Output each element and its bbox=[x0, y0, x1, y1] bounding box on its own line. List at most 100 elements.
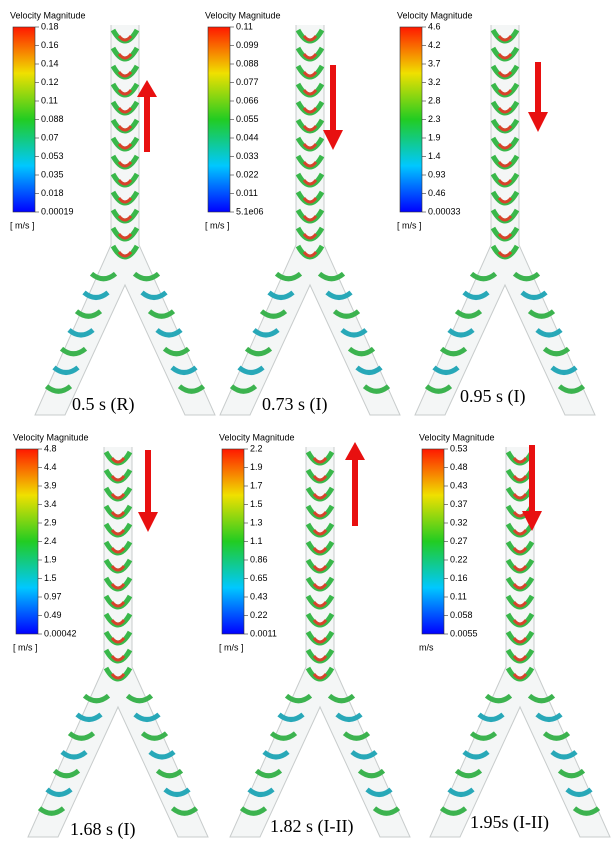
colorbar bbox=[422, 449, 444, 634]
colorbar-label: 0.16 bbox=[41, 40, 59, 50]
colorbar-label: 0.22 bbox=[250, 610, 268, 620]
arrow-up bbox=[137, 80, 157, 152]
colorbar-label: 0.07 bbox=[41, 132, 59, 142]
colorbar-label: 0.27 bbox=[450, 536, 468, 546]
colorbar-label: 2.9 bbox=[44, 517, 57, 527]
colorbar-label: 2.8 bbox=[428, 95, 441, 105]
colorbar-label: 0.43 bbox=[450, 480, 468, 490]
colorbar-label: 0.00042 bbox=[44, 628, 77, 638]
colorbar bbox=[13, 27, 35, 212]
arrow-down bbox=[528, 62, 548, 132]
panel: Velocity Magnitude4.64.23.73.22.82.31.91… bbox=[397, 10, 595, 415]
colorbar-label: 0.044 bbox=[236, 132, 259, 142]
colorbar-title: Velocity Magnitude bbox=[10, 10, 86, 20]
colorbar-label: 4.6 bbox=[428, 21, 441, 31]
time-label: 1.68 s (I) bbox=[70, 819, 136, 840]
colorbar-label: 1.3 bbox=[250, 517, 263, 527]
colorbar-label: 0.32 bbox=[450, 517, 468, 527]
colorbar-label: 0.058 bbox=[450, 610, 473, 620]
colorbar-unit: [ m/s ] bbox=[13, 642, 38, 652]
colorbar-label: 0.088 bbox=[41, 114, 64, 124]
colorbar-label: 1.4 bbox=[428, 151, 441, 161]
colorbar-label: 0.077 bbox=[236, 77, 259, 87]
colorbar-label: 0.066 bbox=[236, 95, 259, 105]
colorbar-label: 0.022 bbox=[236, 169, 259, 179]
colorbar-label: 2.4 bbox=[44, 536, 57, 546]
colorbar-label: 0.18 bbox=[41, 21, 59, 31]
panel: Velocity Magnitude0.53 0.48 0.43 0.37 0.32 0.… bbox=[419, 432, 610, 837]
arrow-down bbox=[323, 65, 343, 150]
colorbar-label: 3.4 bbox=[44, 499, 57, 509]
colorbar-label: 0.86 bbox=[250, 554, 268, 564]
vessel bbox=[35, 25, 215, 415]
colorbar-label: 1.5 bbox=[250, 499, 263, 509]
time-label: 1.95s (I-II) bbox=[470, 812, 549, 833]
colorbar-label: 3.2 bbox=[428, 77, 441, 87]
colorbar-label: 0.088 bbox=[236, 58, 259, 68]
colorbar-label: 4.2 bbox=[428, 40, 441, 50]
colorbar-title: Velocity Magnitude bbox=[205, 10, 281, 20]
colorbar-label: 1.1 bbox=[250, 536, 263, 546]
panel: Velocity Magnitude0.11 0.099 0.088 0.077 0.0… bbox=[205, 10, 400, 415]
figure: Velocity Magnitude0.180.160.140.120.110.… bbox=[0, 0, 611, 845]
colorbar-label: 4.8 bbox=[44, 443, 57, 453]
colorbar-label: 0.11 bbox=[236, 21, 253, 31]
colorbar-label: 0.033 bbox=[236, 151, 259, 161]
panel: Velocity Magnitude2.21.91.71.51.31.10.86… bbox=[219, 432, 410, 837]
colorbar-label: 3.7 bbox=[428, 58, 441, 68]
colorbar-label: 1.7 bbox=[250, 480, 263, 490]
colorbar-label: 1.5 bbox=[44, 573, 57, 583]
colorbar-label: 0.37 bbox=[450, 499, 468, 509]
colorbar-label: 0.053 bbox=[41, 151, 64, 161]
colorbar-label: 0.93 bbox=[428, 169, 446, 179]
colorbar-title: Velocity Magnitude bbox=[219, 432, 295, 442]
colorbar-unit: [ m/s ] bbox=[397, 220, 422, 230]
colorbar-label: 0.055 bbox=[236, 114, 259, 124]
colorbar bbox=[208, 27, 230, 212]
colorbar bbox=[16, 449, 38, 634]
vessel bbox=[415, 25, 595, 415]
colorbar-label: 5.1e06 bbox=[236, 206, 264, 216]
colorbar-label: 0.00033 bbox=[428, 206, 461, 216]
colorbar-label: 2.3 bbox=[428, 114, 441, 124]
colorbar-unit: [ m/s ] bbox=[10, 220, 35, 230]
colorbar-unit: [ m/s ] bbox=[205, 220, 230, 230]
colorbar bbox=[400, 27, 422, 212]
colorbar-label: 0.22 bbox=[450, 554, 468, 564]
colorbar-label: 0.65 bbox=[250, 573, 268, 583]
colorbar-label: 0.018 bbox=[41, 188, 64, 198]
colorbar-label: 0.16 bbox=[450, 573, 468, 583]
colorbar-label: 0.11 bbox=[450, 591, 467, 601]
colorbar-label: 0.46 bbox=[428, 188, 446, 198]
colorbar-title: Velocity Magnitude bbox=[419, 432, 495, 442]
panel: Velocity Magnitude4.8 4.4 3.9 3.4 2.9 2.4 1.9 1… bbox=[13, 432, 208, 840]
colorbar-label: 4.4 bbox=[44, 462, 57, 472]
colorbar-label: 0.49 bbox=[44, 610, 62, 620]
arrow-down bbox=[138, 450, 158, 532]
colorbar-label: 1.9 bbox=[428, 132, 441, 142]
colorbar-label: 0.011 bbox=[236, 188, 258, 198]
time-label: 0.73 s (I) bbox=[262, 394, 328, 415]
colorbar-label: 3.9 bbox=[44, 480, 57, 490]
colorbar-label: 0.099 bbox=[236, 40, 259, 50]
time-label: 0.95 s (I) bbox=[460, 386, 526, 407]
colorbar-label: 2.2 bbox=[250, 443, 263, 453]
colorbar-label: 0.0055 bbox=[450, 628, 478, 638]
colorbar-label: 0.00019 bbox=[41, 206, 74, 216]
colorbar-label: 0.43 bbox=[250, 591, 268, 601]
colorbar-label: 0.11 bbox=[41, 95, 58, 105]
panel: Velocity Magnitude0.18 0.16 0.14 0.12 0.11 0.… bbox=[10, 10, 215, 415]
colorbar-label: 0.14 bbox=[41, 58, 59, 68]
arrow-up bbox=[345, 442, 365, 526]
colorbar-label: 0.035 bbox=[41, 169, 64, 179]
colorbar-label: 1.9 bbox=[44, 554, 57, 564]
colorbar-label: 0.0011 bbox=[250, 628, 277, 638]
colorbar-title: Velocity Magnitude bbox=[13, 432, 89, 442]
time-label: 0.5 s (R) bbox=[72, 394, 135, 415]
colorbar-label: 0.53 bbox=[450, 443, 468, 453]
colorbar-unit: [ m/s ] bbox=[219, 642, 244, 652]
time-label: 1.82 s (I-II) bbox=[270, 816, 353, 837]
colorbar-label: 0.12 bbox=[41, 77, 59, 87]
colorbar bbox=[222, 449, 244, 634]
colorbar-label: 0.48 bbox=[450, 462, 468, 472]
